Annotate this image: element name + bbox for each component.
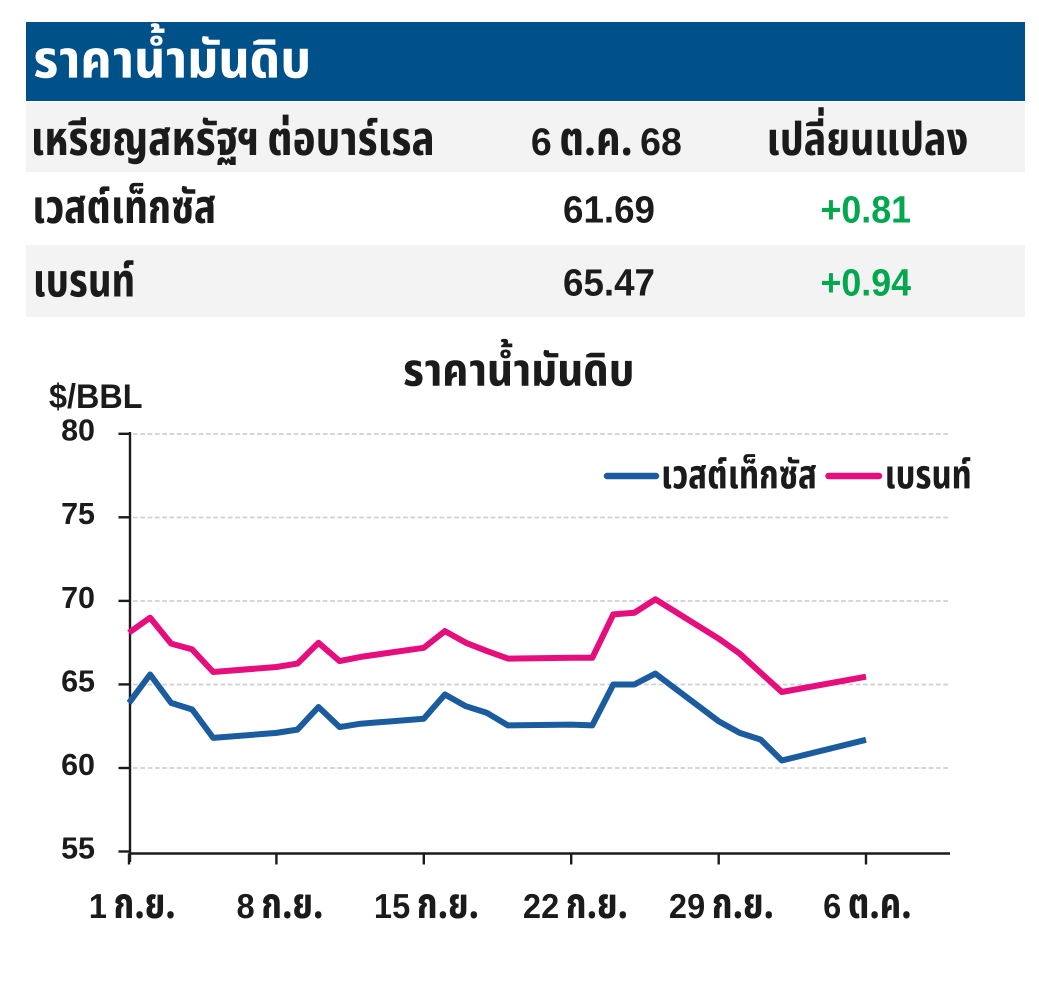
svg-text:$/BBL: $/BBL [49,378,143,416]
svg-text:65.47: 65.47 [563,263,655,305]
svg-text:+0.81: +0.81 [821,190,912,232]
svg-text:61.69: 61.69 [563,190,655,232]
svg-text:55: 55 [61,831,95,865]
svg-text:80: 80 [61,414,95,448]
svg-text:70: 70 [61,581,95,615]
svg-text:60: 60 [61,748,95,782]
svg-text:65: 65 [61,664,95,698]
svg-text:75: 75 [61,497,95,531]
svg-text:+0.94: +0.94 [821,263,912,305]
